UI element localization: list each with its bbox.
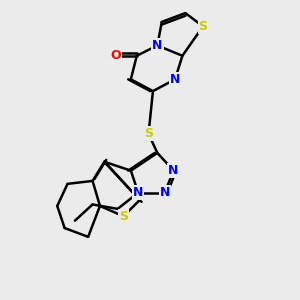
Text: N: N [152, 39, 163, 52]
Text: S: S [199, 20, 208, 33]
Text: N: N [160, 186, 170, 199]
Text: S: S [119, 210, 128, 223]
Text: O: O [111, 49, 122, 62]
Text: N: N [168, 164, 179, 177]
Text: N: N [170, 73, 180, 86]
Text: N: N [133, 186, 143, 199]
Text: S: S [144, 127, 153, 140]
